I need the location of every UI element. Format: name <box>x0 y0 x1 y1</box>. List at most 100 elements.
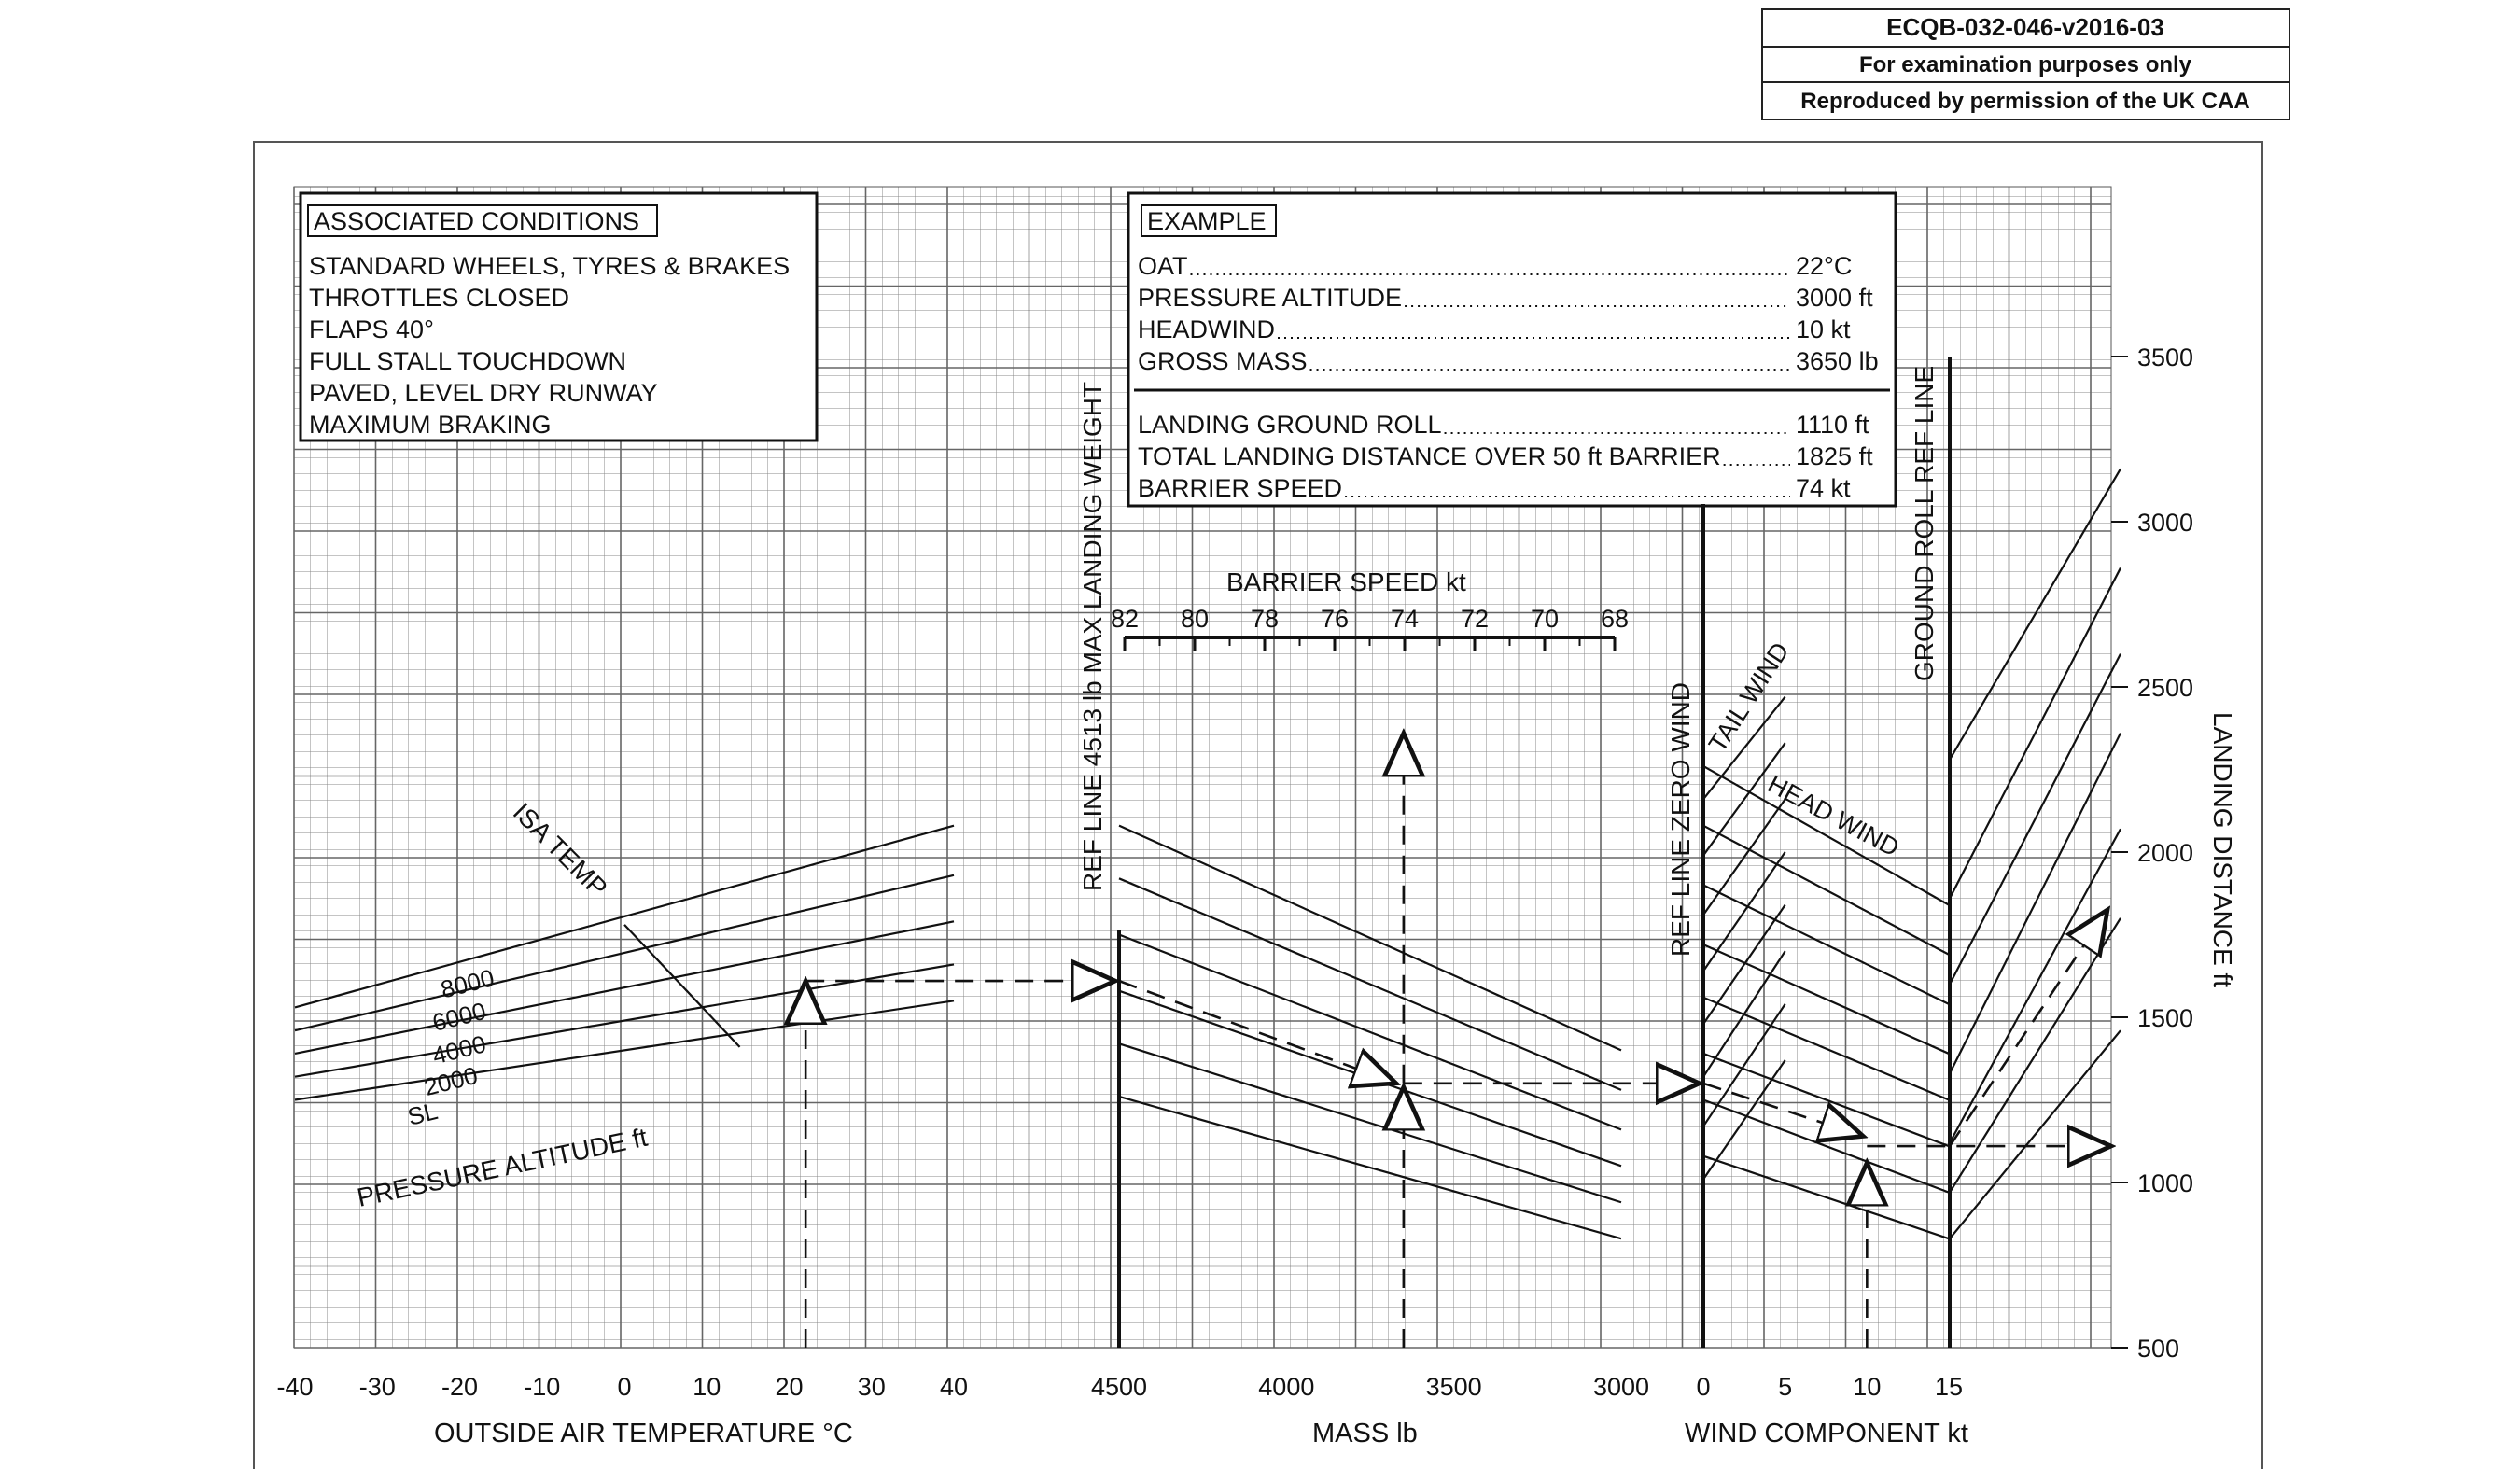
path-mass-guide <box>1118 979 1396 1084</box>
distance-guide-line <box>1949 917 2121 1194</box>
condition-item: STANDARD WHEELS, TYRES & BRAKES <box>309 252 790 280</box>
tailwind-line <box>1702 950 1786 1078</box>
example-row-label: TOTAL LANDING DISTANCE OVER 50 ft BARRIE… <box>1138 442 1721 470</box>
altitude-line-4000 <box>294 920 955 1056</box>
example-row-label: GROSS MASS <box>1138 347 1308 375</box>
distance-tick-label: 2000 <box>2137 839 2193 867</box>
distance-tick-label: 3500 <box>2137 343 2193 371</box>
barrier-speed-tick-label: 68 <box>1601 605 1629 633</box>
distance-tick-label: 1500 <box>2137 1004 2193 1032</box>
headwind-line <box>1702 765 1950 906</box>
oat-tick-label: -40 <box>276 1373 313 1401</box>
tailwind-line <box>1702 798 1786 916</box>
oat-axis-label: OUTSIDE AIR TEMPERATURE °C <box>434 1419 853 1448</box>
altitude-line-8000 <box>294 824 955 1009</box>
mass-guide-line <box>1118 877 1622 1091</box>
example-row-value: 3000 ft <box>1796 284 1873 312</box>
wind-tick-label: 0 <box>1696 1373 1710 1401</box>
distance-guide-line <box>1949 567 2121 900</box>
example-row-label: BARRIER SPEED <box>1138 474 1342 502</box>
mass-guide-line <box>1118 824 1622 1052</box>
mass-guide-line <box>1118 1042 1622 1204</box>
headwind-line <box>1702 1154 1950 1240</box>
oat-tick-label: -10 <box>524 1373 560 1401</box>
altitude-label-SL: SL <box>405 1097 441 1131</box>
distance-tick-label: 1000 <box>2137 1169 2193 1197</box>
header-line3: Reproduced by permission of the UK CAA <box>1800 89 2249 114</box>
distance-tick-label: 500 <box>2137 1335 2179 1363</box>
distance-guide-line <box>1949 468 2121 761</box>
tailwind-line <box>1702 695 1786 801</box>
distance-guide-line <box>1949 1029 2121 1239</box>
mass-tick-label: 4000 <box>1258 1373 1314 1401</box>
distance-guide-line <box>1949 828 2121 1144</box>
header-code: ECQB-032-046-v2016-03 <box>1886 13 2164 41</box>
wind-tick-label: 5 <box>1778 1373 1792 1401</box>
mass-guide-line <box>1118 1095 1622 1240</box>
barrier-speed-tick-label: 82 <box>1111 605 1139 633</box>
example-row-label: PRESSURE ALTITUDE <box>1138 284 1402 312</box>
tailwind-line <box>1702 1003 1786 1127</box>
condition-item: FLAPS 40° <box>309 315 434 343</box>
oat-tick-label: 0 <box>617 1373 631 1401</box>
barrier-speed-tick-label: 70 <box>1531 605 1559 633</box>
headwind-line <box>1702 824 1950 956</box>
wind-tick-label: 15 <box>1935 1373 1963 1401</box>
barrier-speed-tick-label: 76 <box>1321 605 1349 633</box>
tailwind-line <box>1702 1059 1786 1181</box>
tailwind-line <box>1702 742 1786 857</box>
oat-tick-label: 20 <box>775 1373 803 1401</box>
condition-item: FULL STALL TOUCHDOWN <box>309 347 626 375</box>
barrier-speed-tick-label: 74 <box>1391 605 1419 633</box>
associated-conditions-title: ASSOCIATED CONDITIONS <box>314 207 639 235</box>
altitude-line-6000 <box>294 874 955 1032</box>
header-box: ECQB-032-046-v2016-03 For examination pu… <box>1761 8 2290 120</box>
isa-temp-line <box>623 924 741 1048</box>
example-row-value: 1110 ft <box>1796 411 1869 439</box>
mass-tick-label: 3000 <box>1593 1373 1649 1401</box>
ref-line-wind-label: REF LINE ZERO WIND <box>1666 682 1695 957</box>
headwind-line <box>1702 1052 1950 1148</box>
distance-guide-line <box>1949 733 2121 1074</box>
barrier-speed-tick-label: 80 <box>1181 605 1209 633</box>
mass-axis-label: MASS lb <box>1312 1419 1418 1448</box>
example-row-label: OAT <box>1138 252 1188 280</box>
associated-conditions-box: ASSOCIATED CONDITIONS STANDARD WHEELS, T… <box>299 191 819 442</box>
mass-tick-label: 3500 <box>1426 1373 1482 1401</box>
headwind-line <box>1702 1098 1950 1194</box>
tick-labels: 82 80 78 76 74 72 70 68 -40 -30 -20 -10 0 10 20 30 40 450… <box>276 343 2193 1401</box>
example-rows: OAT 22°C PRESSURE ALTITUDE 3000 ft HEADWIND 1… <box>1138 252 1879 502</box>
distance-tick-label: 3000 <box>2137 509 2193 537</box>
example-row-value: 10 kt <box>1796 315 1851 343</box>
tailwind-line <box>1702 851 1786 972</box>
mass-tick-label: 4500 <box>1091 1373 1147 1401</box>
example-row-value: 3650 lb <box>1796 347 1879 375</box>
wind-tick-label: 10 <box>1853 1373 1881 1401</box>
example-row-value: 1825 ft <box>1796 442 1873 470</box>
condition-item: THROTTLES CLOSED <box>309 284 569 312</box>
barrier-speed-tick-label: 72 <box>1461 605 1489 633</box>
example-row-label: HEADWIND <box>1138 315 1275 343</box>
mass-guide-line <box>1118 933 1622 1131</box>
tailwind-line <box>1702 904 1786 1025</box>
oat-tick-label: 10 <box>693 1373 721 1401</box>
barrier-speed-label: BARRIER SPEED kt <box>1226 567 1466 596</box>
altitude-line-SL <box>294 1000 955 1101</box>
condition-item: MAXIMUM BRAKING <box>309 411 552 439</box>
distance-guide-line <box>1949 653 2121 986</box>
wind-axis-label: WIND COMPONENT kt <box>1685 1419 1968 1448</box>
example-row-label: LANDING GROUND ROLL <box>1138 411 1442 439</box>
headwind-line <box>1702 884 1950 1005</box>
condition-item: PAVED, LEVEL DRY RUNWAY <box>309 379 658 407</box>
ref-line-mass-label: REF LINE 4513 lb MAX LANDING WEIGHT <box>1078 382 1107 891</box>
path-total-distance <box>1948 910 2107 1147</box>
example-row-value: 22°C <box>1796 252 1852 280</box>
oat-tick-label: -30 <box>359 1373 396 1401</box>
oat-tick-label: -20 <box>441 1373 478 1401</box>
example-path <box>805 734 2111 1348</box>
landing-distance-label: LANDING DISTANCE ft <box>2208 712 2237 987</box>
header-line2: For examination purposes only <box>1859 52 2192 77</box>
oat-tick-label: 30 <box>858 1373 886 1401</box>
